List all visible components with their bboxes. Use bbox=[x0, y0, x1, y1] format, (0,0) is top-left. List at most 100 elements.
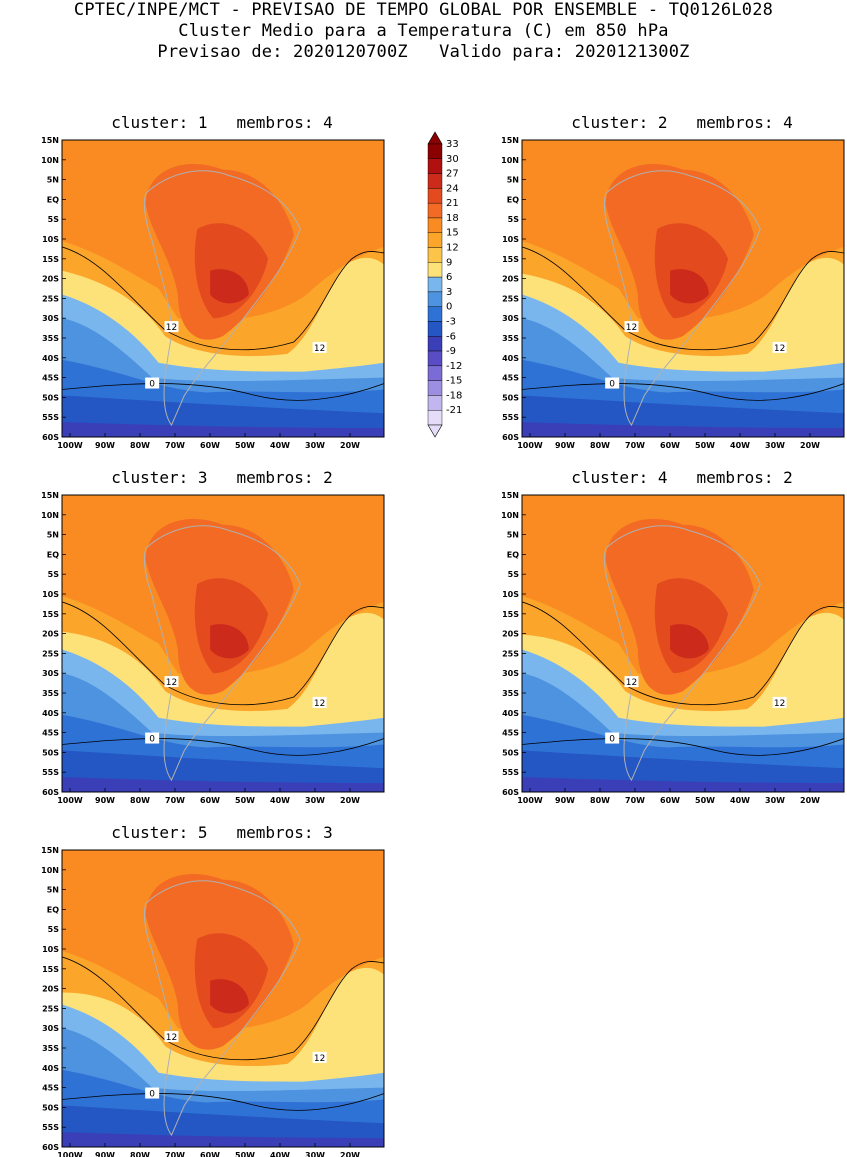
contour-12-label-a-bg bbox=[164, 676, 179, 688]
map-field bbox=[62, 850, 384, 1147]
lat-label-EQ: EQ bbox=[47, 905, 59, 914]
lon-label-40W: 40W bbox=[270, 796, 290, 805]
lat-label-5N: 5N bbox=[507, 176, 519, 185]
lat-label-50S: 50S bbox=[42, 748, 59, 757]
lon-label-30W: 30W bbox=[305, 796, 325, 805]
lat-label-15N: 15N bbox=[501, 491, 519, 500]
colorbar-swatch-2 bbox=[427, 173, 443, 189]
colorbar-label-30: 30 bbox=[446, 154, 459, 165]
lon-label-100W: 100W bbox=[57, 1151, 83, 1157]
lat-label-30S: 30S bbox=[42, 1024, 59, 1033]
lat-label-5S: 5S bbox=[508, 215, 520, 224]
lon-label-30W: 30W bbox=[305, 441, 325, 450]
contour-12-label-a-bg bbox=[624, 676, 639, 688]
contour-12-label-b-bg bbox=[312, 341, 327, 353]
lat-label-55S: 55S bbox=[42, 768, 59, 777]
lat-label-50S: 50S bbox=[42, 1103, 59, 1112]
contour-0-line bbox=[62, 1093, 384, 1111]
lat-label-15N: 15N bbox=[41, 491, 59, 500]
contour-0-line bbox=[522, 383, 844, 401]
lon-label-80W: 80W bbox=[130, 1151, 150, 1157]
header-line-3: Previsao de: 2020120700Z Valido para: 20… bbox=[157, 42, 690, 62]
contour-12-label-a-bg bbox=[164, 1031, 179, 1043]
contour-12-label-b: 12 bbox=[774, 699, 785, 709]
lat-label-45S: 45S bbox=[502, 729, 519, 738]
panel-2-title: cluster: 2 membros: 4 bbox=[571, 113, 793, 132]
contour-12-line bbox=[522, 601, 844, 706]
lon-label-60W: 60W bbox=[660, 441, 680, 450]
lon-label-60W: 60W bbox=[660, 796, 680, 805]
contour-12-label-a: 12 bbox=[166, 1033, 177, 1043]
coastline bbox=[143, 525, 301, 782]
colorbar-swatch-7 bbox=[427, 247, 443, 263]
lon-label-100W: 100W bbox=[517, 796, 543, 805]
lon-label-40W: 40W bbox=[270, 441, 290, 450]
contour-0-label-bg bbox=[605, 377, 620, 389]
map-panel-cluster-4: 12 12 0 15N 10N 5N EQ 5S 10S 15S 20S 25S 30S 35S 40S 45… bbox=[501, 491, 845, 805]
lon-label-70W: 70W bbox=[165, 441, 185, 450]
lat-label-45S: 45S bbox=[502, 374, 519, 383]
band-neg6-neg3 bbox=[522, 777, 844, 792]
lat-label-50S: 50S bbox=[42, 393, 59, 402]
lat-label-EQ: EQ bbox=[507, 550, 519, 559]
lat-label-10N: 10N bbox=[41, 511, 59, 520]
land-band-27-30 bbox=[210, 624, 249, 659]
colorbar-swatch-8 bbox=[427, 262, 443, 278]
lat-label-25S: 25S bbox=[502, 649, 519, 658]
lat-label-10N: 10N bbox=[41, 156, 59, 165]
lon-label-90W: 90W bbox=[95, 796, 115, 805]
lat-label-60S: 60S bbox=[42, 433, 59, 442]
lat-label-55S: 55S bbox=[502, 413, 519, 422]
lon-label-60W: 60W bbox=[200, 796, 220, 805]
lat-label-10S: 10S bbox=[502, 590, 519, 599]
lon-label-80W: 80W bbox=[590, 441, 610, 450]
colorbar-swatch-10 bbox=[427, 291, 443, 307]
lat-label-5S: 5S bbox=[508, 570, 520, 579]
contour-0-line bbox=[522, 738, 844, 756]
colorbar-label-21: 21 bbox=[446, 198, 459, 209]
colorbar-label--15: -15 bbox=[446, 376, 462, 387]
colorbar-swatch-18 bbox=[427, 410, 443, 426]
lat-label-35S: 35S bbox=[502, 334, 519, 343]
map-frame bbox=[61, 494, 385, 793]
lon-label-80W: 80W bbox=[130, 441, 150, 450]
lon-label-100W: 100W bbox=[517, 441, 543, 450]
lon-label-40W: 40W bbox=[730, 441, 750, 450]
lat-label-10S: 10S bbox=[502, 235, 519, 244]
contour-0-line bbox=[62, 738, 384, 756]
lat-label-10S: 10S bbox=[42, 945, 59, 954]
contour-12-label-b: 12 bbox=[774, 344, 785, 354]
land-band-27-30 bbox=[670, 624, 709, 659]
contour-0-label-bg bbox=[145, 732, 160, 744]
contour-12-label-a-bg bbox=[164, 321, 179, 333]
colorbar-label--12: -12 bbox=[446, 361, 462, 372]
map-panel-cluster-1: 12 12 0 15N 10N 5N EQ 5S 10S 15S 20S 25S 30S 35S 40S 45… bbox=[41, 136, 385, 450]
lat-label-5N: 5N bbox=[507, 531, 519, 540]
contour-12-label-b: 12 bbox=[314, 1054, 325, 1064]
lat-label-30S: 30S bbox=[502, 669, 519, 678]
lat-label-45S: 45S bbox=[42, 729, 59, 738]
coastline bbox=[603, 170, 761, 427]
lon-label-50W: 50W bbox=[235, 441, 255, 450]
lat-label-60S: 60S bbox=[502, 433, 519, 442]
band-neg6-neg3 bbox=[62, 777, 384, 792]
contour-0-label: 0 bbox=[149, 1090, 155, 1100]
lat-label-EQ: EQ bbox=[47, 550, 59, 559]
lat-label-10S: 10S bbox=[42, 235, 59, 244]
lon-label-90W: 90W bbox=[95, 1151, 115, 1157]
lon-label-50W: 50W bbox=[235, 1151, 255, 1157]
lat-label-EQ: EQ bbox=[507, 195, 519, 204]
map-frame bbox=[61, 849, 385, 1148]
colorbar-label-18: 18 bbox=[446, 213, 459, 224]
lon-label-20W: 20W bbox=[340, 796, 360, 805]
contour-0-label-bg bbox=[145, 377, 160, 389]
colorbar-swatch-9 bbox=[427, 276, 443, 293]
lat-label-35S: 35S bbox=[42, 334, 59, 343]
lat-label-15N: 15N bbox=[41, 136, 59, 145]
lat-label-20S: 20S bbox=[502, 275, 519, 284]
lat-label-35S: 35S bbox=[42, 1044, 59, 1053]
panel-3-title: cluster: 3 membros: 2 bbox=[111, 468, 333, 487]
lat-label-20S: 20S bbox=[42, 985, 59, 994]
colorbar-swatch-3 bbox=[427, 188, 443, 204]
lon-label-80W: 80W bbox=[130, 796, 150, 805]
